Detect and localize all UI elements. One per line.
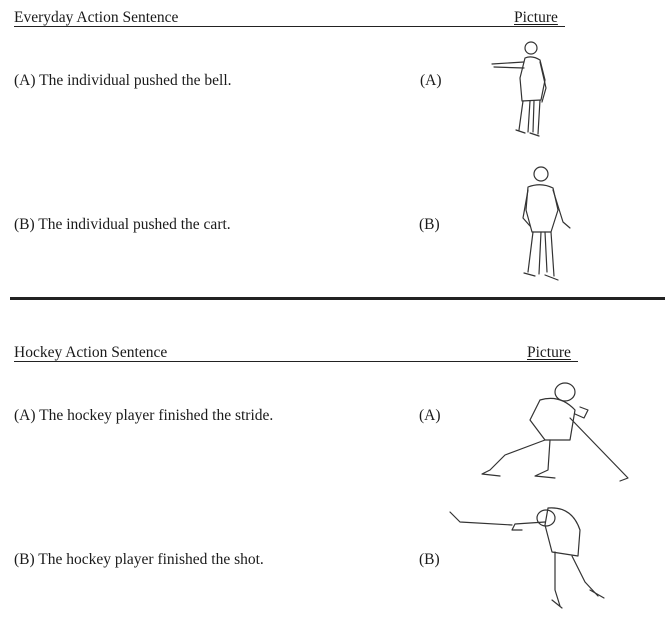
row-label: (A)	[419, 407, 441, 424]
row-label: (A)	[420, 72, 442, 89]
figure-hockey-stride	[481, 382, 629, 482]
figure-hockey-shot	[449, 507, 605, 609]
figure-person-pushing	[522, 166, 571, 281]
header-picture: Picture	[514, 9, 558, 26]
header-sentence: Everyday Action Sentence	[14, 9, 179, 26]
row-sentence: (A) The hockey player finished the strid…	[14, 407, 274, 424]
header-rule	[14, 361, 578, 362]
header-sentence: Hockey Action Sentence	[14, 344, 168, 361]
section-divider	[10, 297, 665, 300]
row-sentence: (B) The hockey player finished the shot.	[14, 551, 264, 568]
figure-person-pointing	[491, 41, 547, 137]
row-sentence: (B) The individual pushed the cart.	[14, 216, 231, 233]
header-rule	[14, 26, 565, 27]
header-picture: Picture	[527, 344, 571, 361]
row-label: (B)	[419, 551, 440, 568]
row-label: (B)	[419, 216, 440, 233]
row-sentence: (A) The individual pushed the bell.	[14, 72, 232, 89]
